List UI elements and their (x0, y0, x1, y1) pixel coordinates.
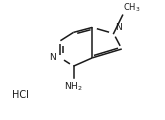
Text: HCl: HCl (12, 90, 29, 100)
Text: CH$_3$: CH$_3$ (123, 2, 141, 14)
Text: NH$_2$: NH$_2$ (64, 81, 83, 93)
Text: N: N (115, 23, 122, 32)
Text: N: N (49, 53, 55, 62)
